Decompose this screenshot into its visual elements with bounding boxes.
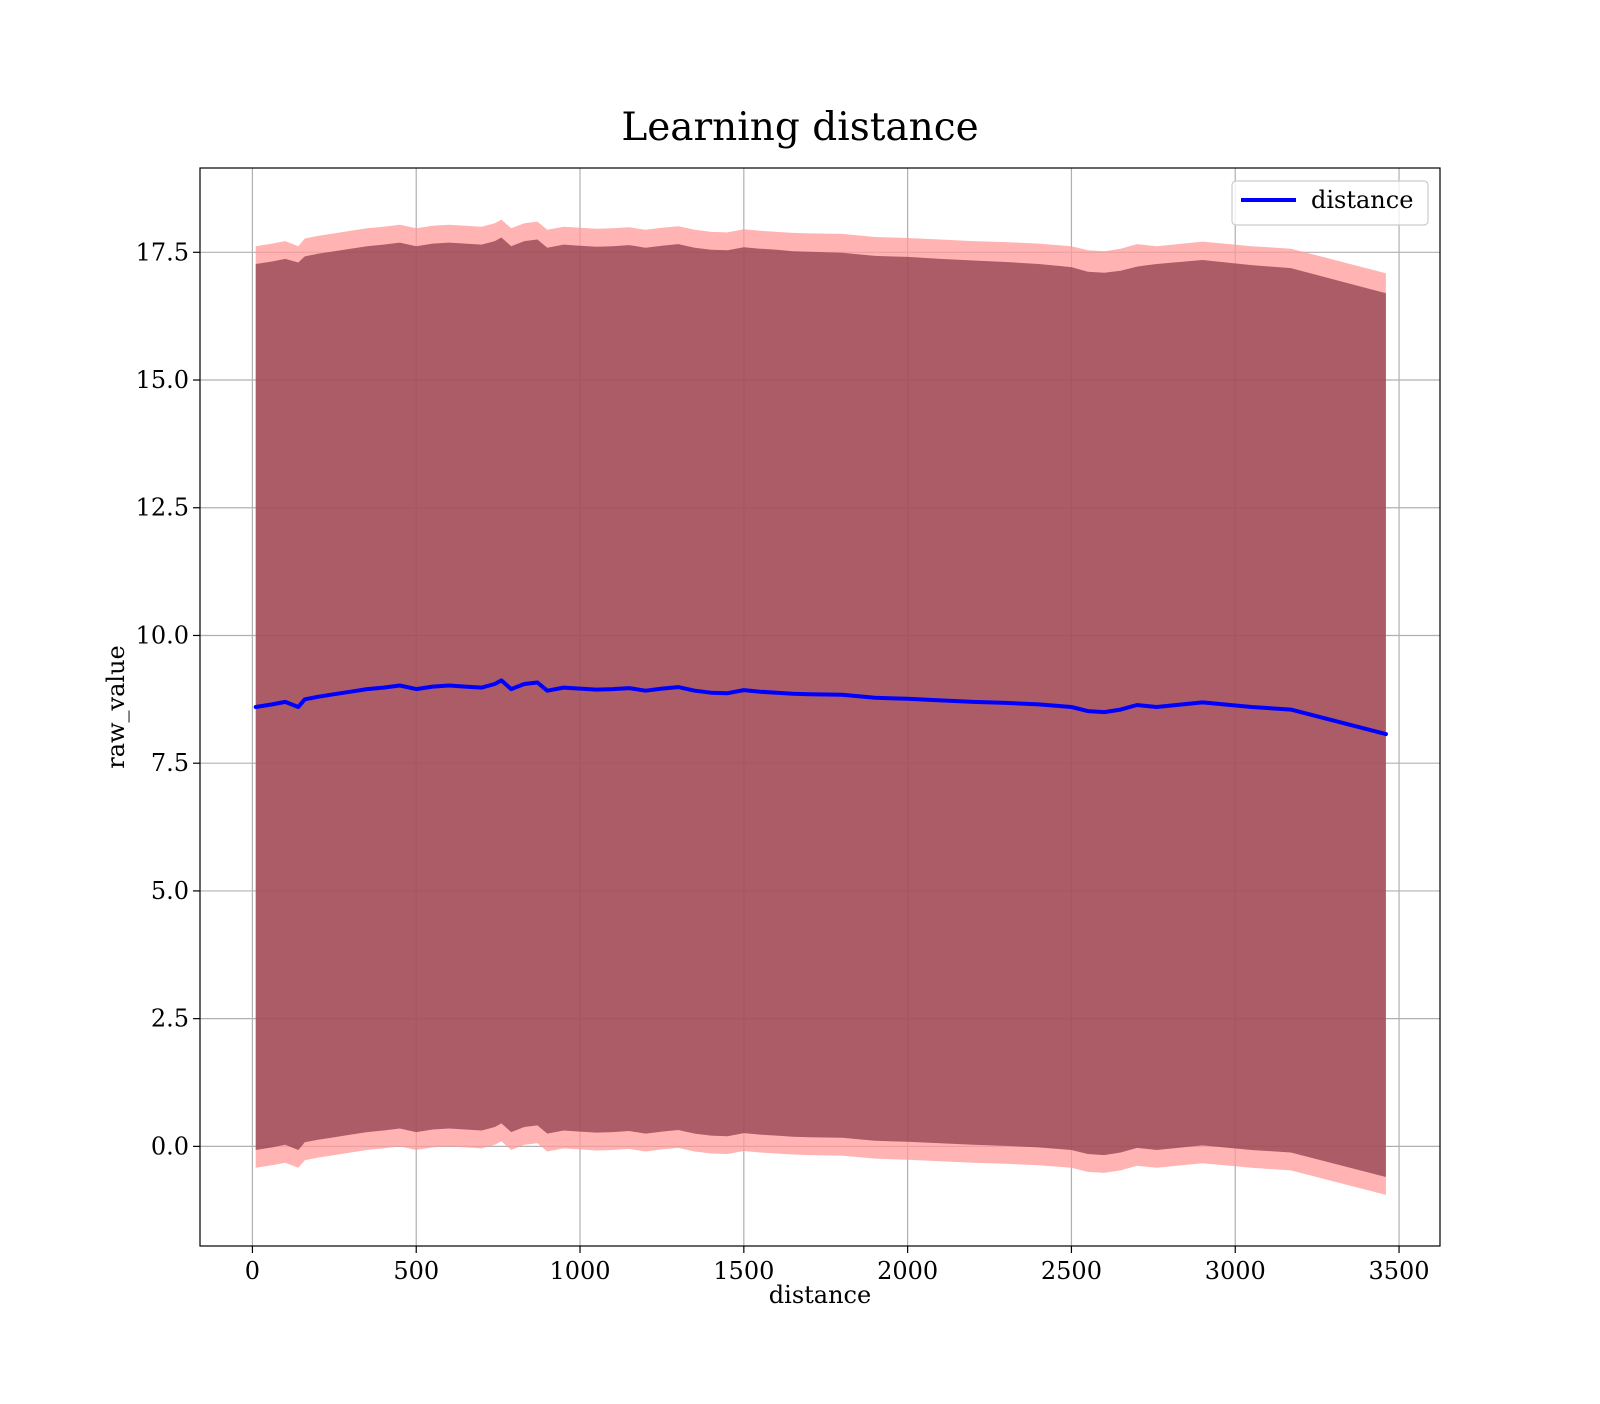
y-tick-label: 2.5 <box>151 1005 189 1033</box>
plot-frame <box>199 167 1441 1247</box>
chart-title: Learning distance <box>621 105 978 150</box>
x-tick-label: 3000 <box>1205 1257 1266 1285</box>
x-tick-label: 1500 <box>713 1257 774 1285</box>
series-line-distance <box>253 678 1388 737</box>
x-tick-label: 0 <box>245 1257 260 1285</box>
legend-label-distance: distance <box>1311 186 1413 214</box>
legend: distance <box>1231 180 1429 226</box>
y-tick-label: 12.5 <box>136 494 189 522</box>
y-axis-ticks: 0.0 2.5 5.0 7.5 10.0 12.5 15.0 17.5 <box>136 238 200 1160</box>
plot-area <box>199 167 1441 1247</box>
y-tick-label: 5.0 <box>151 877 189 905</box>
y-tick-label: 10.0 <box>136 621 189 649</box>
y-tick-label: 15.0 <box>136 366 189 394</box>
x-axis-label: distance <box>769 1281 871 1309</box>
x-tick-label: 3500 <box>1369 1257 1430 1285</box>
confidence-bands <box>255 219 1386 1195</box>
y-tick-label: 7.5 <box>151 749 189 777</box>
x-tick-label: 2500 <box>1041 1257 1102 1285</box>
x-tick-label: 2000 <box>877 1257 938 1285</box>
inner-band <box>255 237 1386 1177</box>
y-tick-label: 17.5 <box>136 238 189 266</box>
x-tick-label: 1000 <box>549 1257 610 1285</box>
y-axis-label: raw_value <box>102 645 130 769</box>
x-axis-ticks: 0 500 1000 1500 2000 2500 3000 3500 <box>245 1246 1430 1285</box>
y-tick-label: 0.0 <box>151 1132 189 1160</box>
x-tick-label: 500 <box>393 1257 439 1285</box>
series-lines <box>253 678 1388 737</box>
legend-box <box>1231 180 1429 226</box>
